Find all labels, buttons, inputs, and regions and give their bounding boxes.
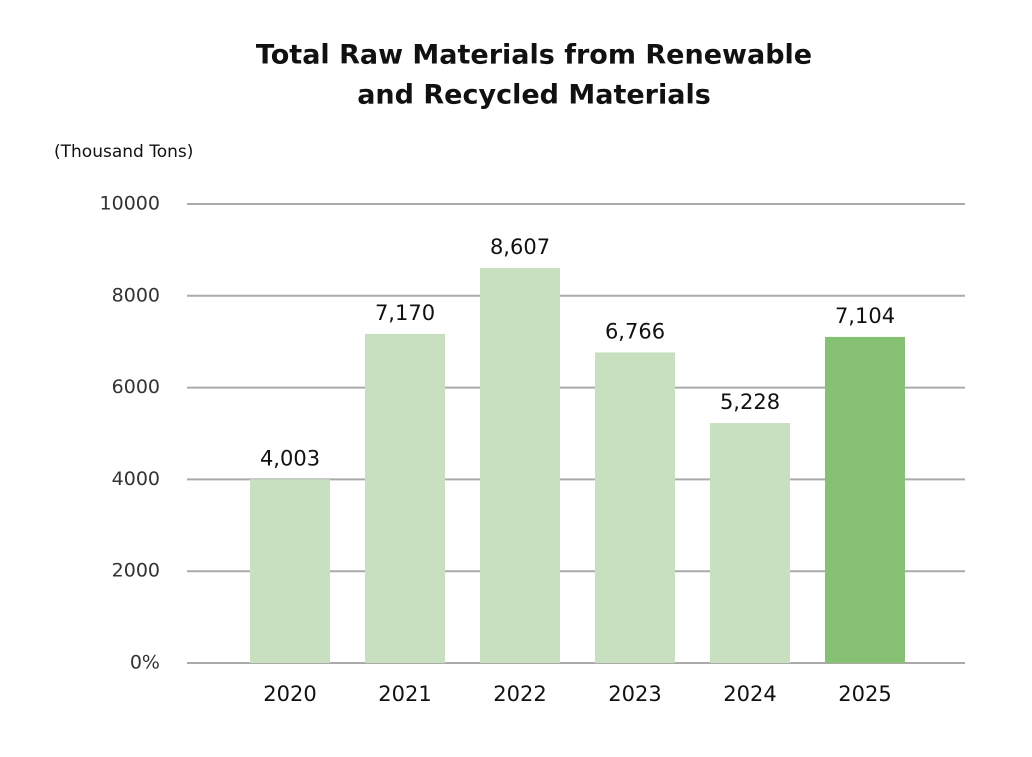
value-label: 8,607 <box>490 235 550 259</box>
x-tick-label: 2025 <box>838 682 891 706</box>
value-label: 5,228 <box>720 390 780 414</box>
value-label: 6,766 <box>605 319 665 343</box>
x-tick-label: 2020 <box>263 682 316 706</box>
y-tick-label: 6000 <box>112 376 160 398</box>
chart-title: Total Raw Materials from Renewable <box>256 40 812 71</box>
x-tick-label: 2023 <box>608 682 661 706</box>
y-axis-label: (Thousand Tons) <box>54 142 193 162</box>
y-tick-label: 8000 <box>112 284 160 306</box>
bar <box>365 333 445 663</box>
x-tick-label: 2024 <box>723 682 776 706</box>
y-tick-label: 2000 <box>112 560 160 582</box>
value-label: 4,003 <box>260 446 320 470</box>
value-label: 7,170 <box>375 301 435 325</box>
value-label: 7,104 <box>835 304 895 328</box>
y-tick-label: 0% <box>130 652 160 674</box>
y-tick-label: 4000 <box>112 468 160 490</box>
bar <box>480 267 560 663</box>
x-tick-label: 2021 <box>378 682 431 706</box>
bar <box>710 423 790 663</box>
chart-title: and Recycled Materials <box>357 80 711 111</box>
bar <box>825 336 905 663</box>
bar <box>250 479 330 663</box>
y-tick-label: 10000 <box>100 193 160 215</box>
bar <box>595 352 675 663</box>
x-tick-label: 2022 <box>493 682 546 706</box>
